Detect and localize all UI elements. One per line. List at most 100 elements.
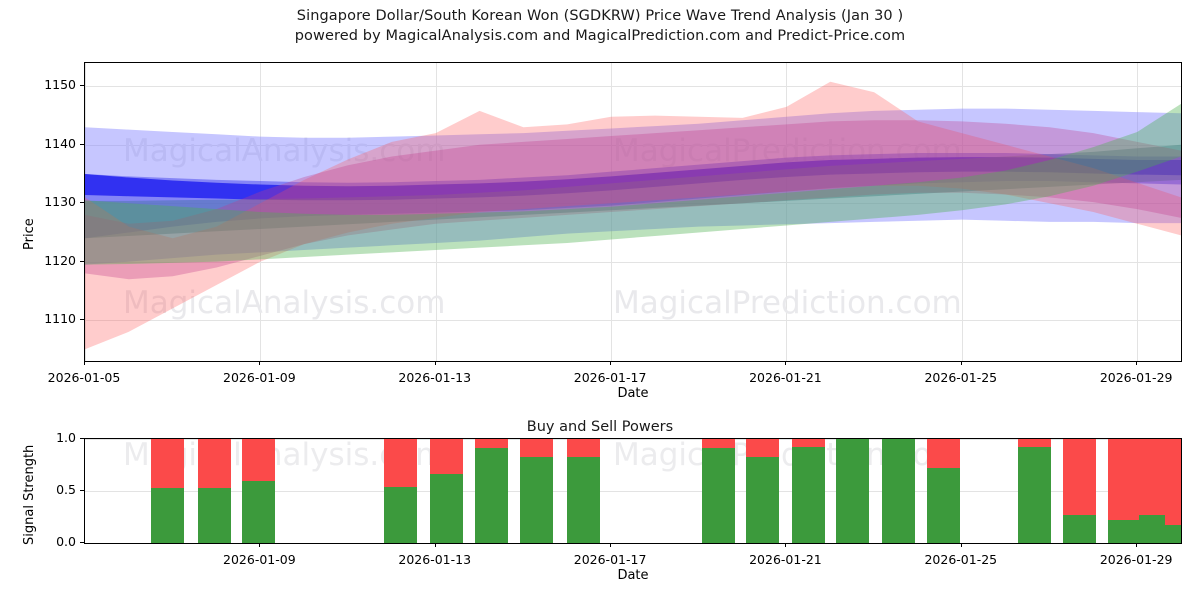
price-chart-plot-area: MagicalAnalysis.com MagicalPrediction.co… <box>84 62 1182 362</box>
sell-power-segment <box>1107 439 1141 521</box>
signal-chart-title: Buy and Sell Powers <box>526 419 674 435</box>
sell-power-segment <box>150 439 184 488</box>
signal-bar <box>475 439 509 543</box>
buy-power-segment <box>701 448 735 543</box>
price-y-tick <box>80 85 84 87</box>
price-x-tick <box>259 361 261 365</box>
buy-power-segment <box>835 439 869 543</box>
signal-x-tick <box>785 543 787 547</box>
sell-power-segment <box>1062 439 1096 515</box>
buy-power-segment <box>791 447 825 543</box>
wave-band-magenta-band <box>85 120 1181 280</box>
buy-power-segment <box>745 456 779 543</box>
buy-power-segment <box>567 456 601 543</box>
buy-power-segment <box>520 456 554 543</box>
gridline-h <box>85 439 1181 440</box>
buy-power-segment <box>430 474 464 543</box>
signal-y-tick <box>80 438 84 439</box>
sell-power-segment <box>197 439 231 488</box>
signal-x-tick <box>259 543 261 547</box>
price-x-tick <box>434 361 436 365</box>
buy-power-segment <box>475 448 509 543</box>
signal-bar <box>567 439 601 543</box>
signal-x-tick-label: 2026-01-13 <box>398 552 472 567</box>
sell-power-segment <box>1164 439 1181 526</box>
price-x-tick-label: 2026-01-17 <box>573 370 647 385</box>
chart-title-line-2: powered by MagicalAnalysis.com and Magic… <box>294 28 906 44</box>
signal-bar <box>520 439 554 543</box>
signal-x-tick <box>960 543 962 547</box>
signal-y-axis-title: Signal Strength <box>22 444 37 545</box>
wave-band-upper-red-band <box>85 81 1181 350</box>
price-y-tick-label: 1140 <box>44 135 76 151</box>
price-x-tick <box>785 361 787 365</box>
signal-chart-plot-area: MagicalAnalysis.com MagicalPrediction.co… <box>84 438 1182 544</box>
price-x-tick-label: 2026-01-13 <box>398 370 472 385</box>
gridline-v <box>961 63 963 361</box>
buy-power-segment <box>384 486 418 543</box>
sell-power-segment <box>384 439 418 487</box>
price-x-tick-label: 2026-01-09 <box>223 370 296 385</box>
sell-power-segment <box>430 439 464 475</box>
signal-bar <box>701 439 735 543</box>
gridline-h <box>85 261 1181 263</box>
price-x-tick-label: 2026-01-25 <box>924 370 998 385</box>
gridline-h <box>85 491 1181 492</box>
signal-bar <box>241 439 275 543</box>
price-y-tick-label: 1150 <box>44 77 76 93</box>
signal-x-tick-label: 2026-01-25 <box>924 552 998 567</box>
price-x-tick-label: 2026-01-21 <box>749 370 822 385</box>
buy-power-segment <box>241 480 275 543</box>
signal-x-tick-label: 2026-01-09 <box>223 552 296 567</box>
price-x-tick <box>960 361 962 365</box>
price-x-tick <box>610 361 612 365</box>
signal-bar <box>926 439 960 543</box>
signal-x-tick-label: 2026-01-21 <box>749 552 822 567</box>
signal-bar <box>1164 439 1181 543</box>
gridline-h <box>85 320 1181 322</box>
buy-power-segment <box>150 487 184 543</box>
buy-power-segment <box>1107 520 1141 543</box>
price-y-tick-label: 1130 <box>44 194 76 210</box>
signal-bar <box>881 439 915 543</box>
price-wave-bands <box>85 81 1181 350</box>
price-x-tick <box>84 361 85 365</box>
chart-title-line-1: Singapore Dollar/South Korean Won (SGDKR… <box>296 8 904 24</box>
price-y-tick <box>80 260 84 262</box>
signal-x-tick-label: 2026-01-29 <box>1099 552 1173 567</box>
page-title: Singapore Dollar/South Korean Won (SGDKR… <box>0 6 1200 46</box>
buy-power-segment <box>881 439 915 543</box>
signal-bar <box>384 439 418 543</box>
buy-power-segment <box>197 487 231 543</box>
sell-power-segment <box>1017 439 1051 448</box>
gridline-h <box>85 144 1181 146</box>
signal-y-tick-label: 0.0 <box>56 534 76 549</box>
signal-x-tick <box>1136 543 1138 547</box>
sell-power-segment <box>745 439 779 457</box>
price-y-tick-label: 1120 <box>44 252 76 268</box>
signal-bar <box>835 439 869 543</box>
signal-bar <box>1017 439 1051 543</box>
gridline-v <box>1137 63 1139 361</box>
buy-power-segment <box>926 468 960 543</box>
signal-y-tick-label: 0.5 <box>56 482 76 497</box>
sell-power-segment <box>241 439 275 481</box>
buy-power-segment <box>1062 514 1096 543</box>
price-y-axis-title: Price <box>22 218 37 250</box>
gridline-v <box>611 63 613 361</box>
price-y-tick <box>80 319 84 321</box>
wave-band-green-band <box>85 103 1181 265</box>
price-x-tick-label: 2026-01-05 <box>47 370 121 385</box>
signal-x-tick-label: 2026-01-17 <box>573 552 647 567</box>
price-x-tick <box>1136 361 1138 365</box>
sell-power-segment <box>475 439 509 449</box>
signal-x-tick <box>434 543 436 547</box>
signal-y-tick <box>80 542 84 543</box>
sell-power-segment <box>926 439 960 469</box>
signal-bar <box>197 439 231 543</box>
signal-y-tick <box>80 490 84 491</box>
signal-bars-layer <box>85 439 1181 543</box>
signal-bar <box>1107 439 1141 543</box>
price-y-tick-label: 1110 <box>44 311 76 327</box>
gridline-h <box>85 86 1181 88</box>
